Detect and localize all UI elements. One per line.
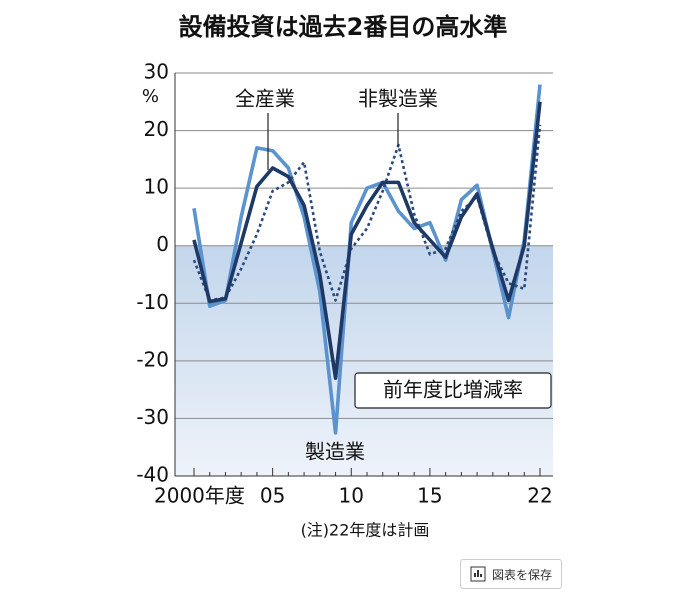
x-tick-label: 22 [527,484,552,508]
save-button[interactable]: 図表を保存 [460,559,562,589]
series-label: 非製造業 [358,87,438,111]
annotation: 前年度比増減率 [383,378,523,402]
y-tick-label: 30 [144,60,169,84]
x-tick-label: 05 [260,484,285,508]
save-button-label: 図表を保存 [491,567,552,582]
y-tick-label: 10 [144,175,169,199]
note: (注)22年度は計画 [301,521,430,540]
y-tick-label: 0 [156,232,169,256]
x-tick-label: 15 [417,484,442,508]
y-tick-label: -20 [136,347,169,371]
y-tick-label: -30 [136,405,169,429]
annotation-box [354,372,552,409]
y-tick-label: -40 [136,463,169,487]
series-label: 全産業 [235,87,295,111]
x-tick-label: 10 [339,484,364,508]
series-label: 製造業 [305,440,365,464]
chart-icon [470,566,486,582]
x-tick-label: 2000年度 [154,484,245,508]
y-tick-label: 20 [144,117,169,141]
y-tick-label: -10 [136,290,169,314]
y-unit: % [142,86,159,107]
line-series [192,101,542,380]
chart-title: 設備投資は過去2番目の高水準 [179,13,508,41]
